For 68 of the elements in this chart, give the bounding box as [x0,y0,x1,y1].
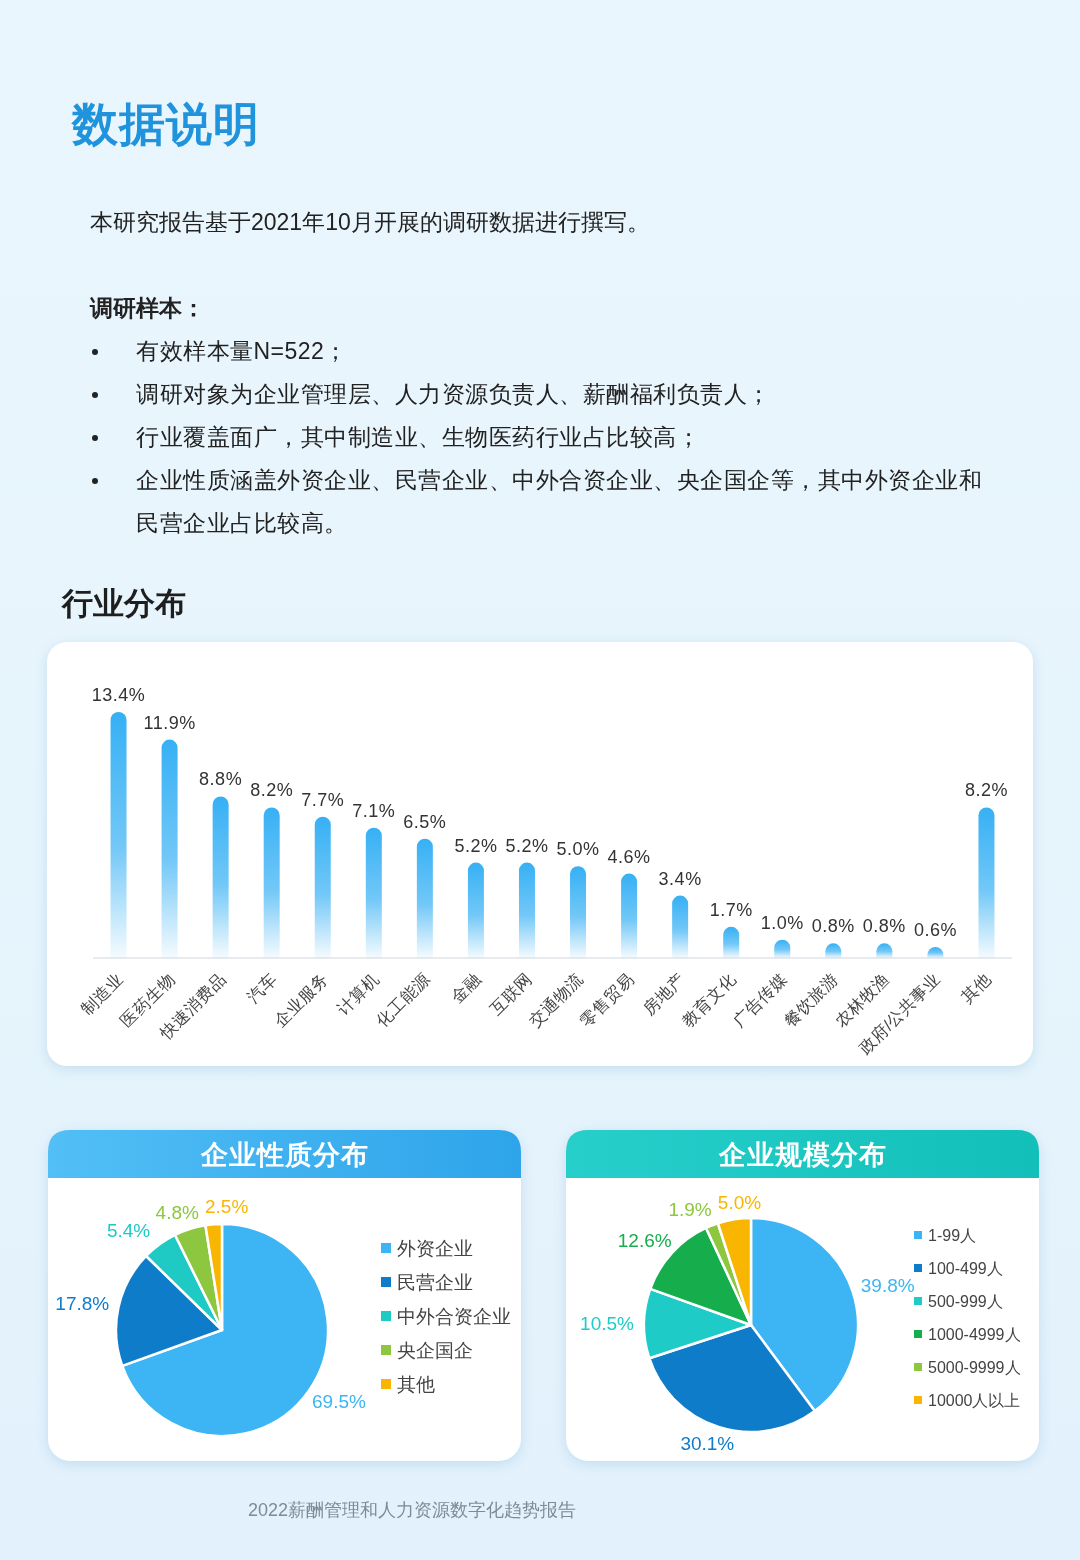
data-label: 1.0% [760,912,804,933]
x-tick-label: 其他 [957,969,995,1007]
bar [263,807,280,958]
data-label: 6.5% [403,811,447,832]
chart-title: 行业分布 [62,586,186,621]
data-label: 5.0% [556,839,600,860]
data-label: 2.5% [205,1196,249,1218]
bar [672,895,689,958]
data-label: 0.8% [811,916,855,937]
chart-title: 企业性质分布 [199,1140,369,1170]
bar [570,866,587,958]
legend-label: 外资企业 [397,1237,473,1259]
legend-label: 10000人以上 [928,1391,1021,1409]
x-tick-label: 汽车 [243,969,280,1007]
data-label: 0.6% [913,919,957,940]
text: 调研样本： [90,294,205,323]
data-label: 17.8% [55,1293,110,1315]
bar [212,796,229,958]
data-label: 30.1% [680,1433,735,1455]
legend-label: 500-999人 [928,1292,1003,1310]
bar [314,816,331,958]
data-label: 5.0% [717,1191,762,1213]
data-label: 69.5% [312,1390,367,1412]
legend-label: 100-499人 [928,1259,1003,1277]
data-label: 4.8% [155,1201,200,1223]
legend-label: 其他 [397,1373,435,1395]
data-label: 39.8% [860,1275,915,1297]
data-label: 8.2% [250,780,294,801]
bar [416,838,433,958]
legend-label: 中外合资企业 [397,1305,511,1327]
data-label: 0.8% [862,916,906,937]
legend-label: 民营企业 [397,1271,473,1293]
bar [518,862,535,958]
data-label: 1.9% [668,1198,712,1220]
data-label: 7.1% [352,800,396,821]
bar [365,827,382,958]
data-label: 11.9% [143,712,196,733]
text: 本研究报告基于2021年10月开展的调研数据进行撰写。 [90,208,650,237]
legend-label: 5000-9999人 [928,1358,1021,1376]
x-tick-label: 金融 [447,969,485,1007]
data-label: 5.4% [106,1219,151,1241]
legend-label: 1-99人 [928,1226,977,1244]
data-label: 13.4% [91,685,146,705]
data-label: 4.6% [607,846,651,867]
data-label: 5.2% [505,835,549,856]
data-label: 5.2% [454,835,498,856]
bar [467,862,484,958]
data-label: 8.8% [199,769,243,790]
text: 行业覆盖面广，其中制造业、生物医药行业占比较高； [136,424,700,450]
text: 调研对象为企业管理层、人力资源负责人、薪酬福利负责人； [136,381,771,407]
text: 2022薪酬管理和人力资源数字化趋势报告 [248,1499,577,1522]
data-label: 12.6% [617,1230,672,1252]
text: 有效样本量N=522； [136,338,348,364]
data-label: 3.4% [658,868,702,889]
bar [723,926,740,958]
text: 企业性质涵盖外资企业、民营企业、中外合资企业、央企国企等，其中外资企业和民营企业占比较高。 [136,467,982,536]
bar [978,807,995,958]
bar [621,873,638,958]
legend-label: 央企国企 [397,1339,473,1361]
data-label: 10.5% [580,1312,635,1334]
data-label: 8.2% [964,780,1008,801]
data-label: 7.7% [301,789,345,810]
data-label: 1.7% [709,899,753,920]
bar [161,739,178,958]
legend-label: 1000-4999人 [928,1325,1021,1343]
text: 数据说明 [72,98,260,150]
bar [110,712,127,958]
chart-title: 企业规模分布 [717,1140,887,1170]
